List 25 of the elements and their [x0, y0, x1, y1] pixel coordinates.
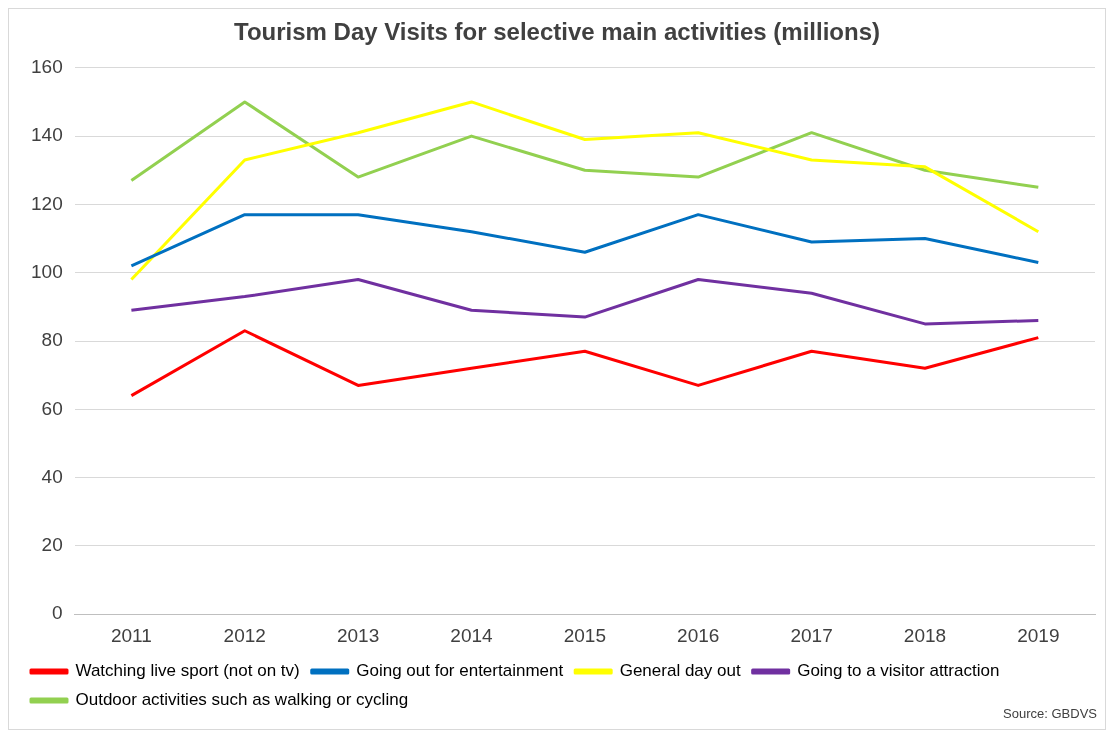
source-note: Source: GBDVS — [1003, 706, 1098, 722]
x-tick-label: 2016 — [677, 624, 720, 646]
legend-label: Going to a visitor attraction — [797, 661, 1000, 681]
y-tick-label: 40 — [41, 465, 63, 487]
x-tick-label: 2014 — [450, 624, 494, 646]
y-tick-label: 140 — [31, 124, 63, 146]
y-tick-label: 80 — [41, 329, 63, 351]
x-tick-label: 2015 — [563, 624, 606, 646]
x-tick-label: 2013 — [336, 624, 380, 646]
legend-label: Outdoor activities such as walking or cycling — [75, 690, 409, 710]
x-tick-label: 2012 — [223, 624, 266, 646]
y-tick-label: 0 — [52, 602, 63, 624]
x-tick-label: 2019 — [1017, 624, 1060, 646]
y-tick-label: 160 — [31, 56, 63, 78]
y-tick-label: 20 — [41, 534, 63, 556]
y-tick-label: 120 — [31, 192, 63, 214]
legend-label: General day out — [619, 661, 741, 681]
x-tick-label: 2017 — [790, 624, 833, 646]
x-tick-label: 2011 — [110, 624, 152, 646]
x-tick-label: 2018 — [903, 624, 947, 646]
y-tick-label: 60 — [41, 397, 63, 419]
legend-label: Going out for entertainment — [356, 661, 564, 681]
y-tick-label: 100 — [31, 260, 63, 282]
chart-title: Tourism Day Visits for selective main activities (millions) — [233, 18, 881, 46]
legend-label: Watching live sport (not on tv) — [75, 661, 300, 681]
